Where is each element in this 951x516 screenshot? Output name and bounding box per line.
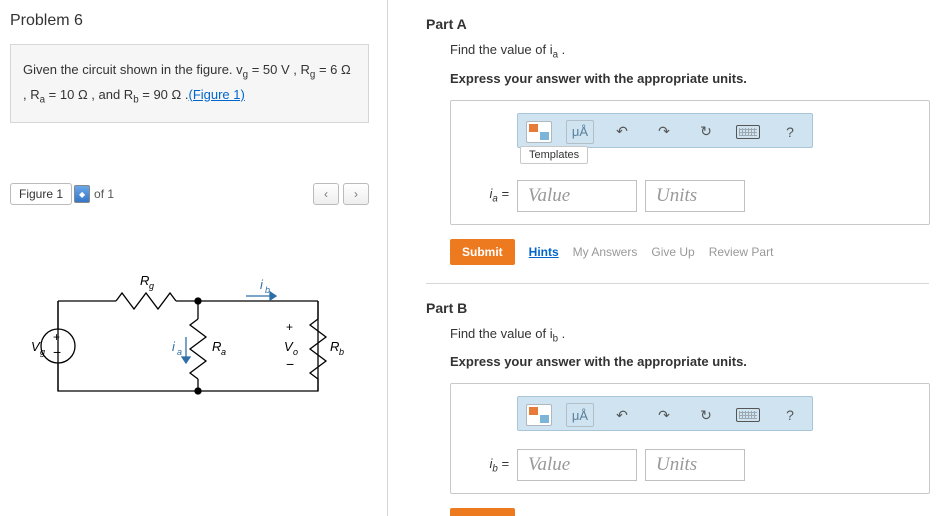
templates-button[interactable] [526,121,552,143]
reset-icon[interactable]: ↻ [692,120,720,144]
part-b-value-input[interactable]: Value [517,449,637,481]
given-box: Given the circuit shown in the figure. v… [10,44,369,123]
help-icon[interactable]: ? [776,403,804,427]
part-a-answer-box: μÅ ↶ ↷ ↻ ? Templates ia = Value Units [450,100,930,225]
part-a-var-label: ia = [467,186,509,205]
redo-icon[interactable]: ↷ [650,403,678,427]
reset-icon[interactable]: ↻ [692,403,720,427]
part-b-toolbar: μÅ ↶ ↷ ↻ ? [517,396,813,431]
label-ia: i [172,339,176,354]
part-a-prompt: Find the value of ia . [450,42,929,61]
figure-selector[interactable]: ◆ [74,185,90,203]
part-a-toolbar: μÅ ↶ ↷ ↻ ? Templates [517,113,813,148]
units-mode-button[interactable]: μÅ [566,403,594,427]
divider [426,283,929,284]
part-b-answer-box: μÅ ↶ ↷ ↻ ? ib = Value Units [450,383,930,494]
help-icon[interactable]: ? [776,120,804,144]
part-a-giveup-link[interactable]: Give Up [651,245,694,259]
part-a-value-input[interactable]: Value [517,180,637,212]
part-a-units-input[interactable]: Units [645,180,745,212]
label-rg: R [140,273,149,288]
svg-text:+: + [286,320,293,334]
svg-text:−: − [286,356,294,372]
part-a-title: Part A [426,16,929,32]
undo-icon[interactable]: ↶ [608,120,636,144]
part-a-review-link[interactable]: Review Part [709,245,774,259]
part-a-hints-link[interactable]: Hints [529,245,559,259]
figure-of-text: of 1 [94,187,114,201]
label-ib: i [260,277,264,292]
part-a-myanswers-link[interactable]: My Answers [573,245,638,259]
part-a-instruction: Express your answer with the appropriate… [450,71,929,86]
svg-text:a: a [221,347,226,357]
redo-icon[interactable]: ↷ [650,120,678,144]
problem-title: Problem 6 [10,12,369,30]
undo-icon[interactable]: ↶ [608,403,636,427]
part-b-title: Part B [426,300,929,316]
svg-text:g: g [149,281,154,291]
svg-text:g: g [40,347,45,357]
templates-button[interactable] [526,404,552,426]
svg-text:−: − [53,344,61,360]
given-text: Given the circuit shown in the figure. v… [23,62,351,102]
svg-text:o: o [293,347,298,357]
svg-text:b: b [265,285,270,295]
keyboard-icon[interactable] [734,120,762,144]
keyboard-icon[interactable] [734,403,762,427]
part-a-submit-button[interactable]: Submit [450,239,515,265]
figure-nav: Figure 1 ◆ of 1 ‹ › [10,183,369,205]
units-mode-button[interactable]: μÅ [566,120,594,144]
part-b-submit-button[interactable]: Submit [450,508,515,516]
part-b-units-input[interactable]: Units [645,449,745,481]
templates-tag: Templates [520,146,588,164]
label-rb: R [330,339,339,354]
label-ra: R [212,339,221,354]
svg-text:b: b [339,347,344,357]
part-b-prompt: Find the value of ib . [450,326,929,345]
circuit-diagram: Rg ib + − Vg ia Ra + − Vo Rb [10,241,369,424]
svg-text:+: + [53,330,60,344]
figure-link[interactable]: (Figure 1) [188,87,244,102]
figure-label: Figure 1 [10,183,72,205]
figure-next-button[interactable]: › [343,183,369,205]
svg-text:a: a [177,347,182,357]
figure-prev-button[interactable]: ‹ [313,183,339,205]
part-b-instruction: Express your answer with the appropriate… [450,354,929,369]
part-b-var-label: ib = [467,456,509,475]
